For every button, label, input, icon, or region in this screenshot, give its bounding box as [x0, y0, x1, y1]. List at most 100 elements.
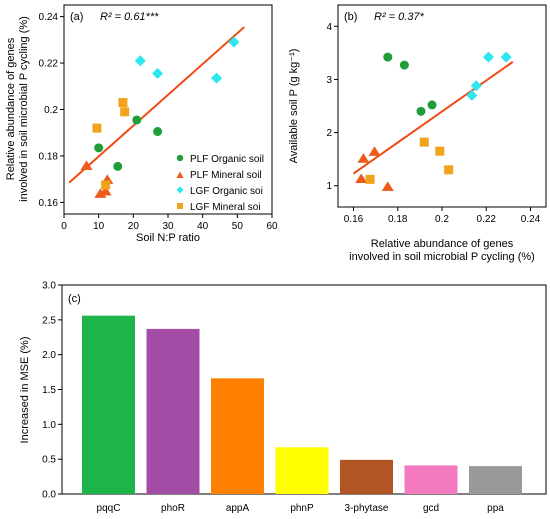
data-point-diamond: [211, 72, 223, 84]
x-tick-label: pqqC: [97, 503, 121, 514]
legend-label: LGF Organic soi: [190, 186, 263, 197]
legend-square-marker: [177, 203, 183, 209]
data-point-triangle: [357, 153, 370, 163]
data-point-circle: [153, 127, 163, 137]
y-tick-label: 0.24: [39, 12, 59, 23]
data-point-circle: [132, 115, 142, 125]
bar-ppa: [469, 466, 522, 494]
x-tick-label: gcd: [423, 503, 439, 514]
y-tick-label: 1.0: [42, 420, 56, 431]
data-point-circle: [113, 161, 123, 171]
y-tick-label: 1.5: [42, 385, 56, 396]
x-tick-label: 0.22: [477, 214, 497, 225]
data-point-square: [101, 180, 111, 190]
x-tick-label: 0.18: [388, 214, 408, 225]
panel-a-r2: R² = 0.61***: [100, 11, 159, 23]
y-tick-label: 3: [326, 75, 332, 86]
panel-c-bars: [82, 315, 522, 494]
x-tick-label: ppa: [487, 503, 504, 514]
y-tick-label: 0.16: [39, 198, 59, 209]
panel-a-label: (a): [70, 11, 83, 23]
x-tick-label: phnP: [290, 503, 314, 514]
panel-a-fit-line: [68, 26, 245, 184]
y-tick-label: 4: [326, 22, 332, 33]
x-tick-label: 0: [61, 221, 67, 232]
legend-circle-marker: [176, 154, 184, 162]
x-tick-label: 0.2: [435, 214, 449, 225]
bar-3-phytase: [340, 459, 393, 494]
panel-a-y-axis-title-line1: Relative abundance of genes: [5, 37, 17, 180]
data-point-diamond: [152, 68, 164, 80]
data-point-diamond: [500, 51, 512, 63]
bar-phoR: [146, 328, 200, 494]
data-point-circle: [94, 143, 104, 153]
y-tick-label: 0.5: [42, 455, 56, 466]
data-point-square: [435, 146, 445, 156]
y-tick-label: 2.0: [42, 350, 56, 361]
data-point-circle: [427, 100, 437, 110]
panel-a-y-axis-title-line2: involved in soil microbial P cycling (%): [18, 16, 30, 202]
panel-a-scatter: 0 10 20 30 40 50 60 0.16 0.18 0.2 0.22 0.24 (a) R²…: [5, 4, 278, 244]
bar-gcd: [404, 465, 458, 494]
data-point-triangle: [368, 146, 381, 156]
data-point-triangle: [99, 185, 112, 196]
x-tick-label: 3-phytase: [345, 503, 389, 514]
panel-a-x-axis-title: Soil N:P ratio: [136, 232, 200, 244]
legend-item-plf-mineral: PLF Mineral soil: [176, 170, 262, 181]
panel-b-y-axis-title: Available soil P (g kg⁻¹): [288, 49, 300, 164]
y-tick-label: 2: [326, 128, 332, 139]
x-tick-label: 60: [266, 221, 278, 232]
panel-b-x-axis-title-line1: Relative abundance of genes: [371, 238, 514, 250]
x-tick-label: 10: [93, 221, 105, 232]
panel-a-legend: PLF Organic soil PLF Mineral soil LGF Or…: [176, 154, 264, 213]
x-tick-label: 50: [232, 221, 244, 232]
legend-item-lgf-organic: LGF Organic soi: [176, 186, 263, 197]
data-point-triangle: [80, 160, 93, 170]
panel-c-label: (c): [68, 293, 81, 305]
y-tick-label: 2.5: [42, 315, 56, 326]
data-point-square: [92, 123, 102, 133]
panel-b-x-ticks: 0.16 0.18 0.2 0.22 0.24: [344, 207, 541, 225]
data-point-triangle: [381, 181, 394, 191]
legend-item-plf-organic: PLF Organic soil: [176, 154, 264, 165]
x-tick-label: 20: [128, 221, 140, 232]
data-point-triangle: [355, 173, 368, 183]
data-point-square: [118, 98, 128, 108]
data-point-square: [444, 165, 454, 175]
data-point-diamond: [228, 36, 240, 48]
panel-b-label: (b): [344, 11, 357, 23]
data-point-circle: [399, 60, 409, 70]
bar-phnP: [275, 447, 329, 494]
data-point-diamond: [482, 51, 494, 63]
data-point-square: [365, 174, 375, 184]
legend-diamond-marker: [176, 186, 184, 194]
bar-appA: [211, 378, 264, 494]
data-point-diamond: [470, 80, 482, 92]
panel-b-y-ticks: 1 2 3 4: [326, 22, 338, 192]
x-tick-label: 0.16: [344, 214, 364, 225]
data-point-diamond: [466, 89, 478, 101]
legend-label: PLF Mineral soil: [190, 170, 262, 181]
y-tick-label: 3.0: [42, 281, 56, 292]
panel-a-plot-frame: [63, 4, 273, 215]
data-point-circle: [383, 52, 393, 62]
panel-c-y-axis-title: Increased in MSE (%): [19, 337, 31, 444]
panel-c-y-ticks: 0.0 0.5 1.0 1.5 2.0 2.5 3.0: [42, 281, 62, 501]
x-tick-label: 30: [162, 221, 174, 232]
legend-label: PLF Organic soil: [190, 154, 264, 165]
panel-c-x-tick-labels: pqqC phoR appA phnP 3-phytase gcd ppa: [97, 503, 505, 514]
panel-b-r2: R² = 0.37*: [374, 11, 425, 23]
legend-triangle-marker: [176, 171, 184, 178]
panel-c-bar-chart: 0.0 0.5 1.0 1.5 2.0 2.5 3.0 pqqC phoR appA phnP 3-…: [19, 281, 547, 514]
y-tick-label: 0.2: [44, 105, 58, 116]
x-tick-label: 40: [197, 221, 209, 232]
x-tick-label: appA: [226, 503, 250, 514]
panel-a-points: [80, 36, 240, 198]
legend-item-lgf-mineral: LGF Mineral soi: [177, 202, 261, 213]
data-point-diamond: [134, 55, 146, 67]
y-tick-label: 0.18: [39, 151, 59, 162]
panel-b-fit-line: [352, 61, 514, 175]
x-tick-label: 0.24: [521, 214, 541, 225]
